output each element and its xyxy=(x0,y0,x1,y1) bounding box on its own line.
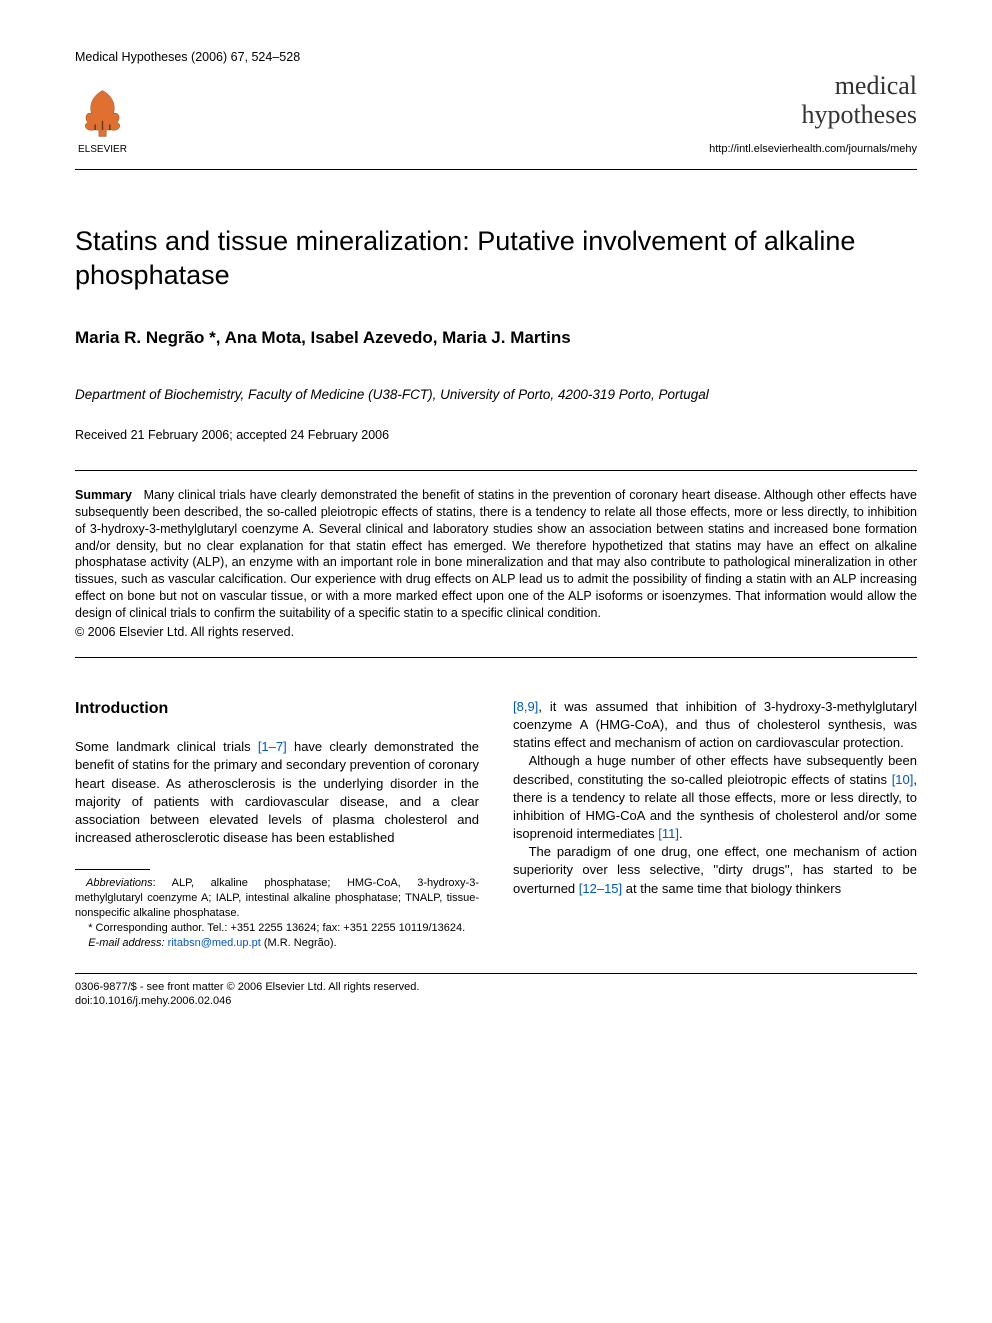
body-columns: Introduction Some landmark clinical tria… xyxy=(75,698,917,951)
intro-para-2: Although a huge number of other effects … xyxy=(513,752,917,843)
footnote-rule xyxy=(75,869,150,870)
citation: Medical Hypotheses (2006) 67, 524–528 xyxy=(75,50,300,64)
ref-link-11[interactable]: [11] xyxy=(658,826,679,841)
ref-link-1-7[interactable]: [1–7] xyxy=(258,739,287,754)
journal-title-block: medical hypotheses http://intl.elsevierh… xyxy=(709,72,917,155)
footnotes: Abbreviations: ALP, alkaline phosphatase… xyxy=(75,876,479,950)
email-label: E-mail address: xyxy=(88,937,164,949)
corr-text: Corresponding author. Tel.: +351 2255 13… xyxy=(92,922,465,934)
intro-para-3: The paradigm of one drug, one effect, on… xyxy=(513,843,917,898)
footer-info: 0306-9877/$ - see front matter © 2006 El… xyxy=(75,980,917,1009)
publisher-logo: ELSEVIER xyxy=(75,86,130,155)
abbrev-label: Abbreviations xyxy=(86,877,153,889)
journal-title-line1: medical xyxy=(709,72,917,101)
copyright: © 2006 Elsevier Ltd. All rights reserved… xyxy=(75,624,917,641)
ref-link-8-9[interactable]: [8,9] xyxy=(513,699,538,714)
footer-line2: doi:10.1016/j.mehy.2006.02.046 xyxy=(75,994,917,1008)
journal-url[interactable]: http://intl.elsevierhealth.com/journals/… xyxy=(709,143,917,155)
summary-rule-top xyxy=(75,470,917,471)
elsevier-tree-icon xyxy=(75,86,130,141)
summary-block: Summary Many clinical trials have clearl… xyxy=(75,487,917,641)
affiliation: Department of Biochemistry, Faculty of M… xyxy=(75,386,917,404)
footer-line1: 0306-9877/$ - see front matter © 2006 El… xyxy=(75,980,917,994)
authors: Maria R. Negrão *, Ana Mota, Isabel Azev… xyxy=(75,328,917,348)
ref-link-10[interactable]: [10] xyxy=(892,772,914,787)
summary-text: Many clinical trials have clearly demons… xyxy=(75,488,917,620)
summary-rule-bottom xyxy=(75,657,917,658)
intro-para-1-cont: [8,9], it was assumed that inhibition of… xyxy=(513,698,917,753)
summary-label: Summary xyxy=(75,488,132,502)
article-dates: Received 21 February 2006; accepted 24 F… xyxy=(75,428,917,442)
ref-link-12-15[interactable]: [12–15] xyxy=(579,881,622,896)
article-title: Statins and tissue mineralization: Putat… xyxy=(75,225,917,293)
email-tail: (M.R. Negrão). xyxy=(261,937,337,949)
footer-rule xyxy=(75,973,917,974)
journal-title-line2: hypotheses xyxy=(709,101,917,130)
publisher-name: ELSEVIER xyxy=(78,144,127,155)
introduction-heading: Introduction xyxy=(75,698,479,720)
corr-email[interactable]: ritabsn@med.up.pt xyxy=(168,937,261,949)
header-bar: ELSEVIER medical hypotheses http://intl.… xyxy=(75,72,917,170)
intro-para-1: Some landmark clinical trials [1–7] have… xyxy=(75,738,479,847)
